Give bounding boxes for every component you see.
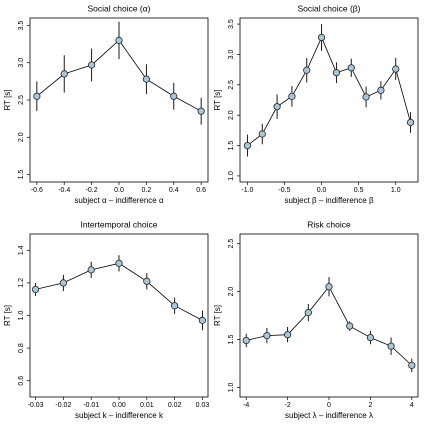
y-tick-label: 3.5	[228, 19, 235, 29]
plot-frame	[239, 233, 419, 398]
x-axis-label: subject α – indifference α	[74, 196, 164, 205]
point	[31, 285, 40, 294]
y-tick-label: 1.5	[228, 141, 235, 151]
x-axis-label: subject β – indifference β	[284, 196, 374, 205]
x-axis-label: subject λ – indifference λ	[285, 411, 373, 420]
point	[263, 332, 271, 340]
y-tick-label: 1.0	[228, 171, 235, 181]
plot-frame	[239, 17, 419, 183]
point	[142, 75, 150, 83]
y-tick-label: 1.0	[228, 382, 235, 392]
y-tick-label: 2.5	[228, 239, 235, 249]
x-tick-label: 0.0	[317, 187, 327, 194]
x-tick-label: 0.01	[140, 402, 154, 409]
x-tick-label: -1.0	[241, 187, 253, 194]
x-tick-label: 0.6	[196, 187, 206, 194]
x-tick-label: 0.5	[354, 187, 364, 194]
panel-title: Social choice (β)	[298, 3, 361, 13]
point	[332, 69, 341, 77]
point	[258, 130, 266, 138]
x-tick-label: -4	[243, 402, 249, 409]
x-tick-label: -0.4	[58, 187, 70, 194]
x-tick-label: -0.2	[86, 187, 98, 194]
point	[273, 103, 281, 111]
y-tick-label: 0.6	[18, 376, 25, 386]
line	[246, 286, 413, 366]
y-tick-label: 3.0	[228, 49, 235, 59]
point	[59, 279, 67, 287]
y-tick-label: 2.0	[18, 132, 25, 142]
x-tick-label: -0.5	[278, 187, 290, 194]
point	[143, 277, 151, 285]
panel-title: Risk choice	[307, 219, 351, 229]
x-tick-label: -0.01	[83, 402, 99, 409]
point	[387, 342, 395, 350]
y-axis-label: RT [s]	[213, 305, 222, 326]
point	[304, 309, 312, 317]
point	[408, 361, 416, 369]
y-tick-label: 3.0	[18, 58, 25, 68]
point	[33, 92, 41, 100]
x-tick-label: -0.03	[28, 402, 44, 409]
point	[88, 61, 96, 69]
x-tick-label: -2	[284, 402, 290, 409]
point	[392, 65, 400, 73]
point	[303, 66, 311, 74]
point	[197, 107, 205, 115]
point	[60, 70, 68, 78]
point	[87, 266, 95, 274]
point	[346, 322, 354, 330]
point	[366, 333, 374, 342]
point	[347, 64, 355, 72]
y-tick-label: 2.0	[228, 110, 235, 120]
point	[325, 283, 333, 291]
y-tick-label: 2.5	[228, 80, 235, 90]
x-tick-label: 0.02	[168, 402, 182, 409]
x-axis-label: subject k – indifference k	[75, 411, 164, 420]
point	[171, 302, 179, 310]
y-axis-label: RT [s]	[213, 89, 222, 110]
x-tick-label: 0.2	[142, 187, 152, 194]
point	[170, 92, 178, 100]
y-tick-label: 1.2	[18, 278, 25, 288]
y-tick-label: 2.0	[228, 287, 235, 297]
x-tick-label: 0.4	[169, 187, 179, 194]
y-tick-label: 0.8	[18, 343, 25, 353]
y-axis-label: RT [s]	[3, 89, 12, 110]
x-tick-label: 0.03	[196, 402, 210, 409]
x-tick-label: 0.00	[112, 402, 126, 409]
point	[406, 118, 415, 127]
point	[362, 93, 370, 101]
x-tick-label: 0	[327, 402, 331, 409]
line	[247, 36, 411, 146]
point	[288, 92, 296, 100]
line	[35, 262, 203, 321]
y-tick-label: 2.5	[18, 95, 25, 105]
x-tick-label: 4	[410, 402, 414, 409]
y-tick-label: 1.5	[18, 170, 25, 180]
point	[284, 331, 292, 339]
point	[242, 336, 250, 345]
point	[115, 36, 123, 44]
y-tick-label: 3.5	[18, 20, 25, 30]
x-tick-label: -0.6	[31, 187, 43, 194]
y-tick-label: 1.0	[18, 311, 25, 321]
panel-title: Social choice (α)	[87, 3, 150, 13]
x-tick-label: 0.0	[114, 187, 124, 194]
panel-title: Intertemporal choice	[80, 219, 157, 229]
y-axis-label: RT [s]	[3, 305, 12, 326]
point	[377, 86, 385, 94]
x-tick-label: 1.0	[391, 187, 401, 194]
point	[198, 316, 207, 324]
point	[115, 259, 123, 267]
x-tick-label: -0.02	[55, 402, 71, 409]
x-tick-label: 2	[368, 402, 372, 409]
point	[317, 33, 326, 42]
point	[243, 141, 252, 150]
y-tick-label: 1.5	[228, 334, 235, 344]
y-tick-label: 1.4	[18, 245, 25, 255]
